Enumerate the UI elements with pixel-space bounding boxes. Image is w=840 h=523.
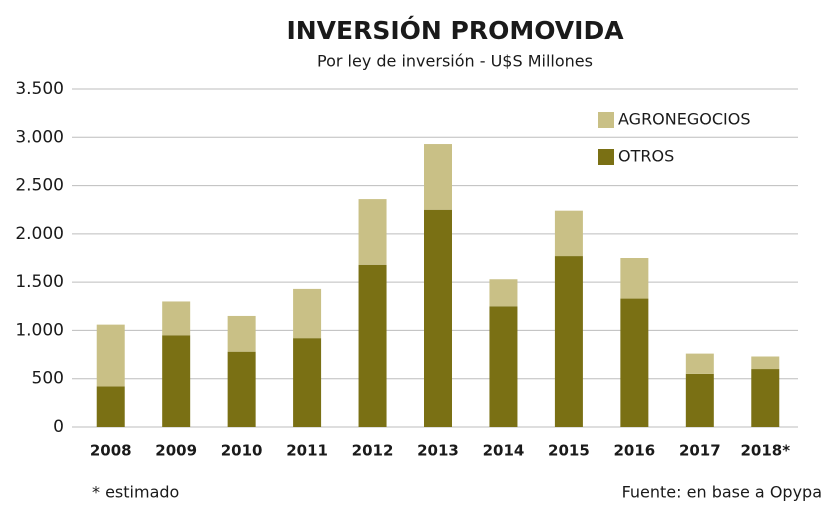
bar-segment xyxy=(162,301,191,336)
y-tick-label: 2.500 xyxy=(15,176,64,196)
bar-segment xyxy=(293,288,322,339)
bar-segment xyxy=(620,298,649,427)
bar-segment xyxy=(489,279,518,307)
x-tick-label: 2016 xyxy=(613,442,655,460)
bar-segment xyxy=(751,356,780,370)
bar-segment xyxy=(685,373,714,427)
bar-segment xyxy=(293,338,322,427)
x-tick-label: 2015 xyxy=(548,442,590,460)
bar-segment xyxy=(751,369,780,427)
bar-segment xyxy=(227,315,256,352)
y-tick-label: 0 xyxy=(53,417,64,437)
bar-segment xyxy=(96,386,125,427)
bar-segment xyxy=(620,258,649,299)
source: Fuente: en base a Opypa xyxy=(622,483,822,502)
chart-title: INVERSIÓN PROMOVIDA xyxy=(286,15,624,45)
y-tick-label: 1.500 xyxy=(15,272,64,292)
y-tick-label: 1.000 xyxy=(15,320,64,340)
bar-segment xyxy=(227,351,256,427)
bar-segment xyxy=(554,210,583,257)
bar-segment xyxy=(424,144,452,210)
y-tick-label: 500 xyxy=(32,369,64,389)
x-tick-label: 2008 xyxy=(90,442,132,460)
legend-label: OTROS xyxy=(618,147,674,166)
bar-segment xyxy=(554,256,583,427)
bar-segment xyxy=(358,199,387,265)
x-tick-label: 2011 xyxy=(286,442,328,460)
x-tick-label: 2012 xyxy=(352,442,394,460)
bar-segment xyxy=(96,324,125,387)
x-tick-label: 2018* xyxy=(740,442,790,460)
x-tick-label: 2010 xyxy=(221,442,263,460)
bar-segment xyxy=(489,306,518,427)
bar-segment xyxy=(162,335,191,427)
bar-segment xyxy=(685,353,714,374)
bar-segment xyxy=(358,264,387,427)
bar-segment xyxy=(424,209,452,427)
y-tick-label: 2.000 xyxy=(15,224,64,244)
y-tick-label: 3.500 xyxy=(15,79,64,99)
chart-subtitle: Por ley de inversión - U$S Millones xyxy=(317,52,593,71)
legend-swatch xyxy=(598,149,614,165)
note: * estimado xyxy=(92,483,179,502)
x-tick-label: 2017 xyxy=(679,442,721,460)
x-tick-label: 2013 xyxy=(417,442,459,460)
y-tick-label: 3.000 xyxy=(15,127,64,147)
x-tick-label: 2009 xyxy=(155,442,197,460)
legend-label: AGRONEGOCIOS xyxy=(618,110,750,129)
x-tick-label: 2014 xyxy=(483,442,525,460)
legend-swatch xyxy=(598,112,614,128)
